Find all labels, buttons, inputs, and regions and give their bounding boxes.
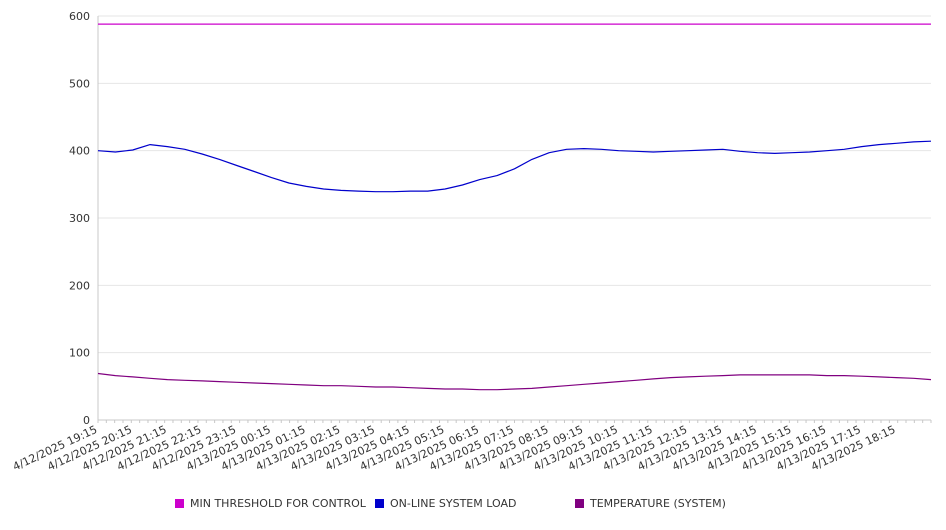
- legend-swatch-system-load: [375, 499, 384, 508]
- legend-item-temperature[interactable]: TEMPERATURE (SYSTEM): [575, 497, 726, 510]
- y-tick-label-100: 100: [69, 347, 90, 360]
- y-tick-label-500: 500: [69, 77, 90, 90]
- legend-label-min-threshold: MIN THRESHOLD FOR CONTROL: [190, 497, 366, 510]
- legend-label-temperature: TEMPERATURE (SYSTEM): [590, 497, 726, 510]
- chart-legend: MIN THRESHOLD FOR CONTROL ON-LINE SYSTEM…: [0, 497, 946, 517]
- y-tick-label-0: 0: [83, 414, 90, 427]
- legend-item-min-threshold[interactable]: MIN THRESHOLD FOR CONTROL: [175, 497, 366, 510]
- legend-item-system-load[interactable]: ON-LINE SYSTEM LOAD: [375, 497, 516, 510]
- series-line-system-load: [97, 140, 932, 193]
- y-tick-label-400: 400: [69, 145, 90, 158]
- y-tick-label-200: 200: [69, 279, 90, 292]
- series-line-temperature: [97, 372, 932, 391]
- y-tick-label-300: 300: [69, 212, 90, 225]
- legend-swatch-temperature: [575, 499, 584, 508]
- y-tick-label-600: 600: [69, 10, 90, 23]
- legend-swatch-min-threshold: [175, 499, 184, 508]
- legend-label-system-load: ON-LINE SYSTEM LOAD: [390, 497, 517, 510]
